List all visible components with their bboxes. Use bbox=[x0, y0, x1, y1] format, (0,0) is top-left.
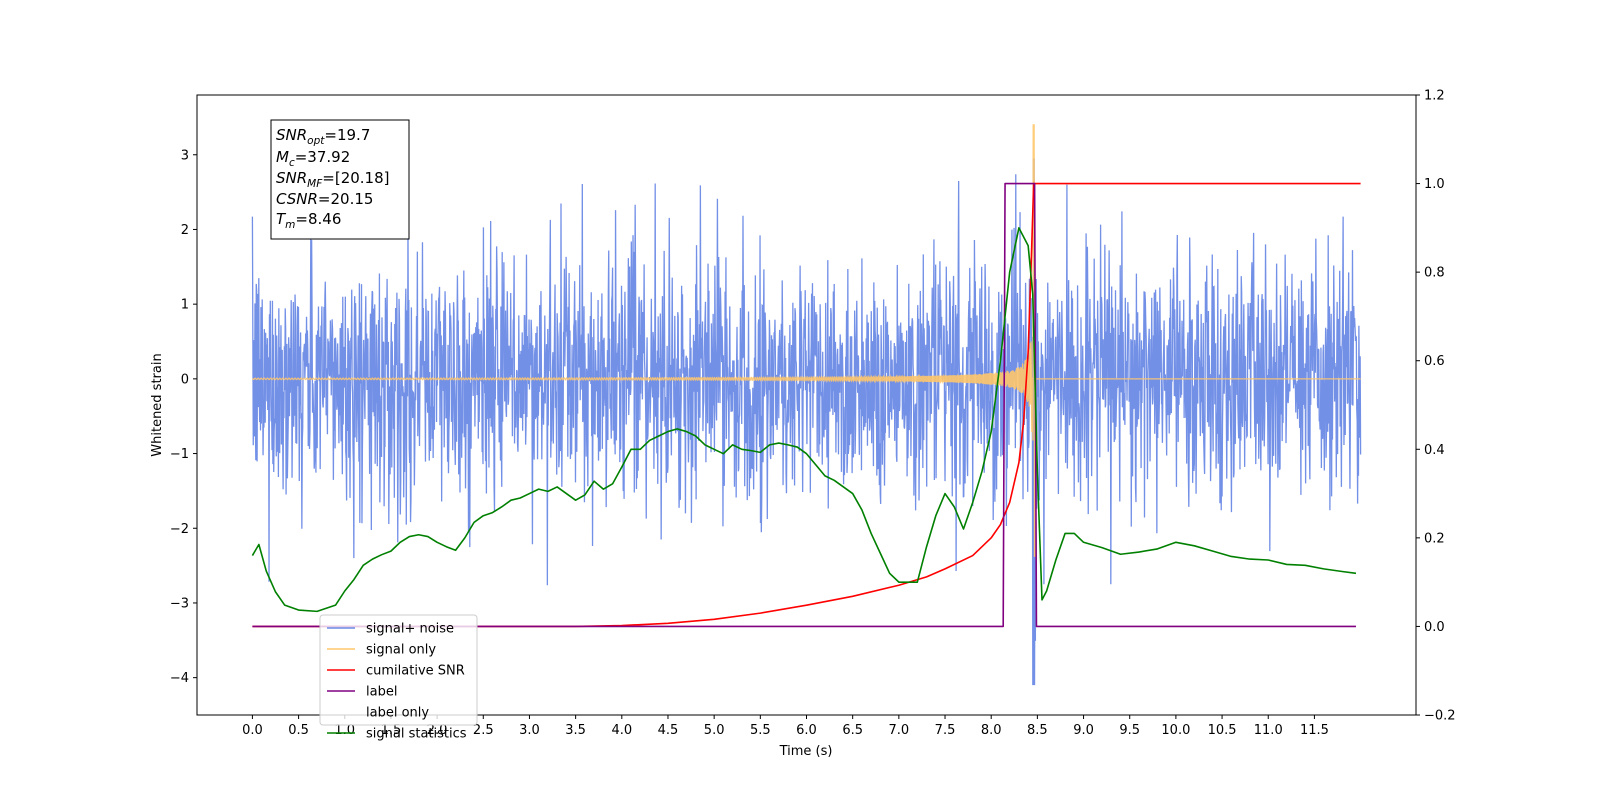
series-signal-plus-noise bbox=[251, 158, 1362, 686]
annotation-line: Tm=8.46 bbox=[276, 210, 341, 231]
y-left-tick-label: −4 bbox=[170, 671, 189, 686]
annotation-value: =20.15 bbox=[318, 190, 374, 208]
x-tick-label: 7.5 bbox=[935, 723, 956, 738]
y-left-tick-label: −1 bbox=[170, 447, 189, 462]
y-right-tick-label: −0.2 bbox=[1424, 709, 1456, 724]
legend-entry: label only bbox=[366, 706, 429, 721]
x-tick-label: 6.5 bbox=[842, 723, 863, 738]
annotation-line: CSNR=20.15 bbox=[276, 190, 373, 208]
x-tick-label: 11.0 bbox=[1254, 723, 1283, 738]
y-right-tick-label: 0.6 bbox=[1424, 354, 1445, 369]
annotation-subscript: opt bbox=[307, 135, 325, 147]
annotation-box-frame bbox=[270, 119, 410, 240]
x-tick-label: 1.0 bbox=[334, 723, 355, 738]
legend: signal+ noise signal only cumilative SNR la… bbox=[319, 614, 478, 742]
x-axis-ticks: 0.0 0.5 1.0 1.5 2.0 2.5 3.0 3.5 4.0 4.5 5.0 5.5 6.0 6… bbox=[242, 715, 1329, 738]
x-tick-label: 9.0 bbox=[1073, 723, 1094, 738]
y-right-tick-label: 0.8 bbox=[1424, 266, 1445, 281]
annotation-symbol: CSNR bbox=[276, 190, 318, 208]
x-tick-label: 5.0 bbox=[704, 723, 725, 738]
x-tick-label: 4.5 bbox=[658, 723, 679, 738]
y-axis-right-ticks: 1.2 1.0 0.8 0.6 0.4 0.2 0.0 −0.2 bbox=[1416, 89, 1456, 724]
x-tick-label: 6.0 bbox=[796, 723, 817, 738]
series-cumulative-snr bbox=[252, 182, 1361, 628]
y-axis-left-ticks: 3 2 1 0 −1 −2 −3 −4 bbox=[170, 148, 197, 686]
x-tick-label: 1.5 bbox=[381, 723, 402, 738]
x-axis-label: Time (s) bbox=[779, 744, 833, 759]
y-axis-left-label: Whitened strain bbox=[150, 353, 165, 456]
y-left-tick-label: 0 bbox=[181, 372, 189, 387]
legend-entry: cumilative SNR bbox=[366, 664, 465, 679]
y-right-tick-label: 1.2 bbox=[1424, 89, 1445, 104]
x-tick-label: 10.0 bbox=[1161, 723, 1190, 738]
legend-entry: signal+ noise bbox=[366, 622, 454, 637]
legend-entry: signal statistics bbox=[366, 727, 467, 742]
x-tick-label: 11.5 bbox=[1300, 723, 1329, 738]
y-right-tick-label: 0.2 bbox=[1424, 531, 1445, 546]
x-tick-label: 8.5 bbox=[1027, 723, 1048, 738]
series-signal-statistics bbox=[251, 227, 1357, 613]
annotation-symbol: SNR bbox=[276, 126, 307, 144]
annotation-subscript: c bbox=[289, 157, 295, 169]
y-left-tick-label: 2 bbox=[181, 223, 189, 238]
x-tick-label: 5.5 bbox=[750, 723, 771, 738]
annotation-value: =8.46 bbox=[295, 210, 341, 228]
y-left-tick-label: 3 bbox=[181, 148, 189, 163]
x-tick-label: 7.0 bbox=[889, 723, 910, 738]
x-tick-label: 0.0 bbox=[242, 723, 263, 738]
annotation-value: =37.92 bbox=[295, 148, 351, 166]
plot-series-layer bbox=[251, 124, 1362, 686]
series-signal-only bbox=[251, 124, 1361, 557]
legend-frame bbox=[319, 614, 478, 726]
annotation-symbol: T bbox=[276, 210, 287, 228]
annotation-line: Mc=37.92 bbox=[276, 148, 350, 169]
x-tick-label: 3.5 bbox=[565, 723, 586, 738]
x-tick-label: 8.0 bbox=[981, 723, 1002, 738]
annotation-subscript: MF bbox=[307, 178, 323, 190]
x-tick-label: 0.5 bbox=[288, 723, 309, 738]
annotation-subscript: m bbox=[285, 219, 295, 231]
x-tick-label: 4.0 bbox=[611, 723, 632, 738]
annotation-line: SNRMF=[20.18] bbox=[276, 169, 390, 190]
series-label bbox=[252, 182, 1356, 628]
annotation-value: =19.7 bbox=[324, 126, 370, 144]
x-tick-label: 10.5 bbox=[1208, 723, 1237, 738]
annotation-symbol: M bbox=[276, 148, 289, 166]
y-right-tick-label: 1.0 bbox=[1424, 177, 1445, 192]
y-left-tick-label: 1 bbox=[181, 298, 189, 313]
annotation-value: =[20.18] bbox=[322, 169, 389, 187]
x-tick-label: 2.0 bbox=[427, 723, 448, 738]
legend-entry: signal only bbox=[366, 643, 436, 658]
x-tick-label: 2.5 bbox=[473, 723, 494, 738]
y-left-tick-label: −2 bbox=[170, 522, 189, 537]
x-tick-label: 9.5 bbox=[1119, 723, 1140, 738]
annotation-symbol: SNR bbox=[276, 169, 307, 187]
y-right-tick-label: 0.4 bbox=[1424, 443, 1445, 458]
x-tick-label: 3.0 bbox=[519, 723, 540, 738]
annotation-box: SNRopt=19.7Mc=37.92SNRMF=[20.18]CSNR=20.… bbox=[270, 119, 410, 240]
annotation-line: SNRopt=19.7 bbox=[276, 126, 370, 147]
legend-entry: label bbox=[366, 685, 397, 700]
y-left-tick-label: −3 bbox=[170, 596, 189, 611]
y-right-tick-label: 0.0 bbox=[1424, 620, 1445, 635]
